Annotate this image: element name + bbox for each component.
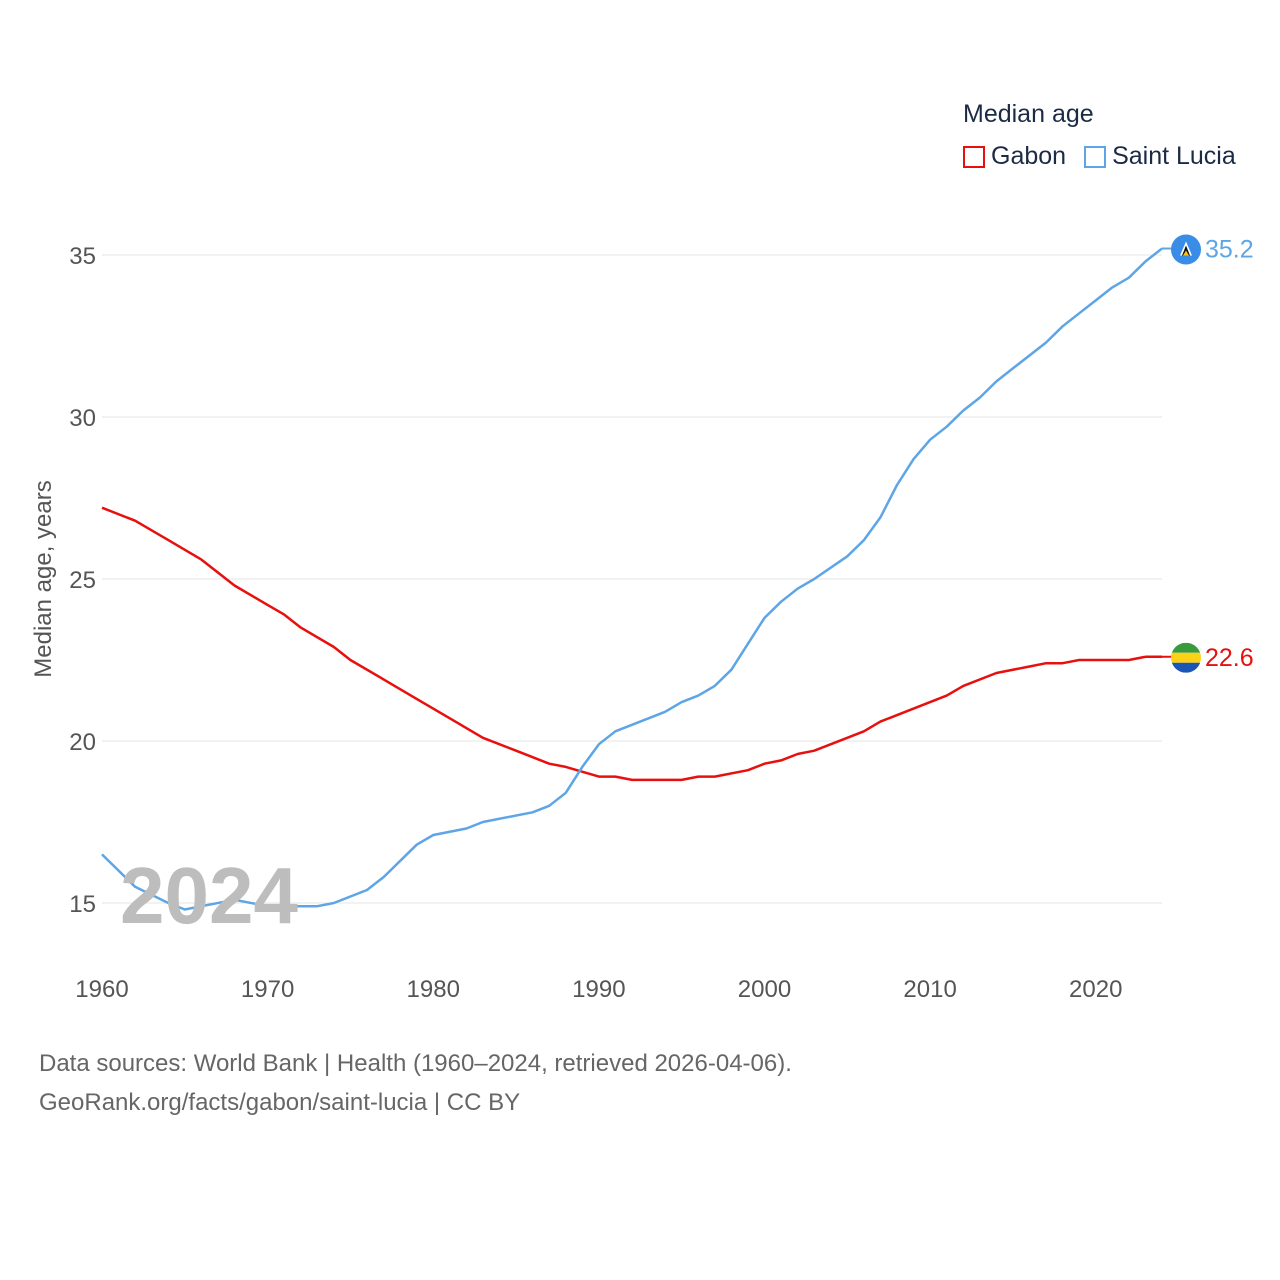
legend-label-gabon: Gabon xyxy=(991,142,1067,170)
url-line[interactable]: GeoRank.org/facts/gabon/saint-lucia | CC… xyxy=(39,1089,521,1116)
year-watermark: 2024 xyxy=(120,851,298,940)
y-tick-label: 15 xyxy=(69,891,96,918)
legend-item-gabon[interactable]: Gabon xyxy=(963,142,1066,171)
series-line-gabon xyxy=(101,506,1162,782)
x-tick-label: 1960 xyxy=(75,976,128,1003)
saint-lucia-flag-icon xyxy=(1171,234,1201,265)
legend-swatch-saint-lucia xyxy=(1084,145,1107,168)
y-tick-label: 25 xyxy=(69,567,96,594)
legend-title: Median age xyxy=(963,100,1094,128)
legend: Gabon Saint Lucia xyxy=(963,142,1236,171)
series-line-saint-lucia xyxy=(101,247,1163,911)
legend-swatch-gabon xyxy=(963,145,985,168)
x-tick-label: 2010 xyxy=(903,976,956,1003)
x-tick-label: 2000 xyxy=(738,976,791,1003)
y-tick-label: 35 xyxy=(69,243,96,270)
source-note: Data sources: World Bank | Health (1960–… xyxy=(39,1044,792,1122)
y-tick-label: 30 xyxy=(69,405,96,432)
legend-item-saint-lucia[interactable]: Saint Lucia xyxy=(1084,142,1236,171)
x-tick-label: 1980 xyxy=(407,976,460,1003)
end-value-label-gabon: 22.6 xyxy=(1205,644,1254,672)
x-tick-label: 1990 xyxy=(572,976,625,1003)
legend-label-saint-lucia: Saint Lucia xyxy=(1112,142,1236,170)
source-line: Data sources: World Bank | Health (1960–… xyxy=(39,1050,792,1077)
end-value-label-saint-lucia: 35.2 xyxy=(1205,236,1254,264)
y-tick-label: 20 xyxy=(69,729,96,756)
y-axis-label: Median age, years xyxy=(30,480,57,677)
x-tick-label: 2020 xyxy=(1069,976,1122,1003)
gabon-flag-icon xyxy=(1171,642,1201,673)
x-tick-label: 1970 xyxy=(241,976,294,1003)
